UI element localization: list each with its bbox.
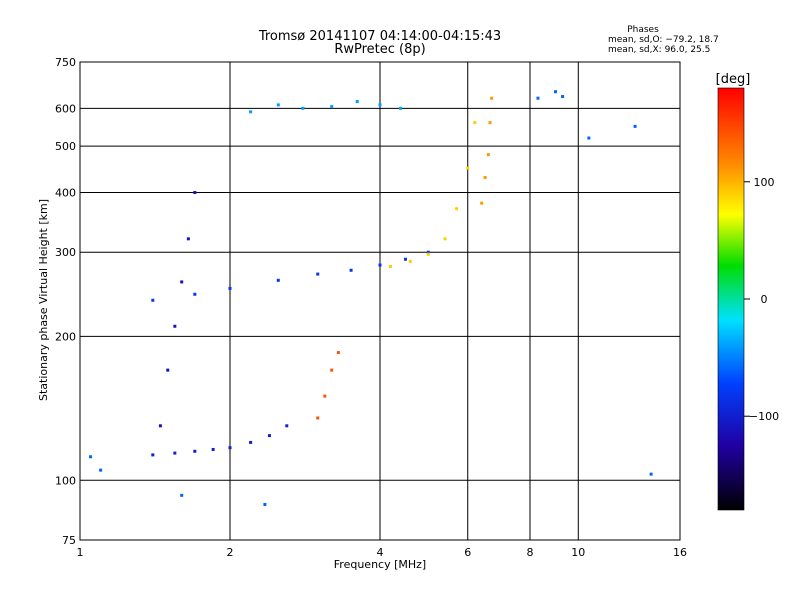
colorbar-tick-label: 0 xyxy=(761,293,768,306)
echo-point xyxy=(426,250,430,254)
y-axis-ticks: 75 100 200 300 400 500 600 750 xyxy=(55,56,76,547)
colorbar-tick-label: 100 xyxy=(754,176,775,189)
echo-point xyxy=(323,394,327,398)
echo-point xyxy=(349,268,353,272)
echo-point xyxy=(180,280,184,284)
y-tick-label: 500 xyxy=(55,140,76,153)
echo-point xyxy=(553,90,557,94)
echo-point xyxy=(633,124,637,128)
echo-point xyxy=(587,136,591,140)
x-tick-label: 8 xyxy=(527,546,534,559)
echo-point xyxy=(316,416,320,420)
echo-point xyxy=(249,110,253,114)
chart-title: Tromsø 20141107 04:14:00-04:15:43 xyxy=(258,29,501,44)
colorbar-gradient xyxy=(717,87,745,511)
echo-point xyxy=(180,493,184,497)
echo-point xyxy=(443,237,447,241)
echo-point xyxy=(399,106,403,110)
echo-point xyxy=(99,468,103,472)
echo-point xyxy=(228,286,232,290)
echo-point xyxy=(267,434,271,438)
y-axis-label: Stationary phase Virtual Height [km] xyxy=(37,199,50,401)
echo-point xyxy=(151,298,155,302)
echo-point xyxy=(228,446,232,450)
x-tick-label: 6 xyxy=(464,546,471,559)
echo-point xyxy=(173,324,177,328)
grid-lines xyxy=(80,62,680,540)
echo-point xyxy=(483,175,487,179)
stats-o-line: mean, sd,O: −79.2, 18.7 xyxy=(608,35,719,45)
plot-area xyxy=(79,61,681,541)
echo-point xyxy=(355,100,359,104)
echo-point xyxy=(151,453,155,457)
echo-point xyxy=(488,121,492,125)
y-tick-label: 750 xyxy=(55,56,76,69)
echo-point xyxy=(378,263,382,267)
echo-point xyxy=(276,278,280,282)
y-tick-label: 200 xyxy=(55,330,76,343)
echo-point xyxy=(455,207,459,211)
x-tick-label: 4 xyxy=(377,546,384,559)
echo-point xyxy=(473,121,477,125)
x-axis-label: Frequency [MHz] xyxy=(334,558,426,571)
echo-point xyxy=(466,166,470,170)
echo-point xyxy=(249,440,253,444)
colorbar-tick-label: −100 xyxy=(749,410,779,423)
echo-point xyxy=(276,103,280,107)
chart-subtitle: RwPretec (8p) xyxy=(334,42,425,57)
y-tick-label: 75 xyxy=(62,534,76,547)
echo-point xyxy=(193,190,197,194)
x-axis-ticks: 1 2 4 6 8 10 16 xyxy=(77,546,688,559)
echo-point xyxy=(480,201,484,205)
y-tick-label: 300 xyxy=(55,246,76,259)
x-tick-label: 16 xyxy=(673,546,687,559)
y-tick-label: 600 xyxy=(55,102,76,115)
y-tick-label: 400 xyxy=(55,186,76,199)
echo-point xyxy=(166,368,170,372)
echo-point xyxy=(330,105,334,109)
echo-point xyxy=(336,351,340,355)
colorbar-ticks: 100 0 −100 xyxy=(744,176,779,423)
colorbar-unit-label: [deg] xyxy=(716,72,751,87)
echo-point xyxy=(158,424,162,428)
echo-point xyxy=(193,449,197,453)
colorbar: [deg] 100 0 −100 xyxy=(716,72,779,511)
echo-point xyxy=(389,265,393,269)
echo-point xyxy=(486,153,490,157)
echo-point xyxy=(186,237,190,241)
echo-point xyxy=(211,447,215,451)
x-tick-label: 10 xyxy=(571,546,585,559)
echo-point xyxy=(89,455,93,459)
echo-point xyxy=(536,96,540,100)
echo-point xyxy=(426,252,430,256)
echo-point xyxy=(378,103,382,107)
stats-x-line: mean, sd,X: 96.0, 25.5 xyxy=(608,45,710,55)
echo-point xyxy=(403,257,407,261)
echo-point xyxy=(649,472,653,476)
echo-point xyxy=(408,259,412,263)
echo-point xyxy=(561,95,565,99)
stats-heading: Phases xyxy=(627,25,659,35)
echo-point xyxy=(173,451,177,455)
x-tick-label: 2 xyxy=(227,546,234,559)
x-tick-label: 1 xyxy=(77,546,84,559)
echo-point xyxy=(263,502,267,506)
echo-point xyxy=(490,96,494,100)
data-points xyxy=(89,90,653,506)
echo-point xyxy=(285,424,289,428)
echo-point xyxy=(330,368,334,372)
y-tick-label: 100 xyxy=(55,474,76,487)
echo-point xyxy=(316,272,320,276)
echo-point xyxy=(193,292,197,296)
echo-point xyxy=(301,106,305,110)
